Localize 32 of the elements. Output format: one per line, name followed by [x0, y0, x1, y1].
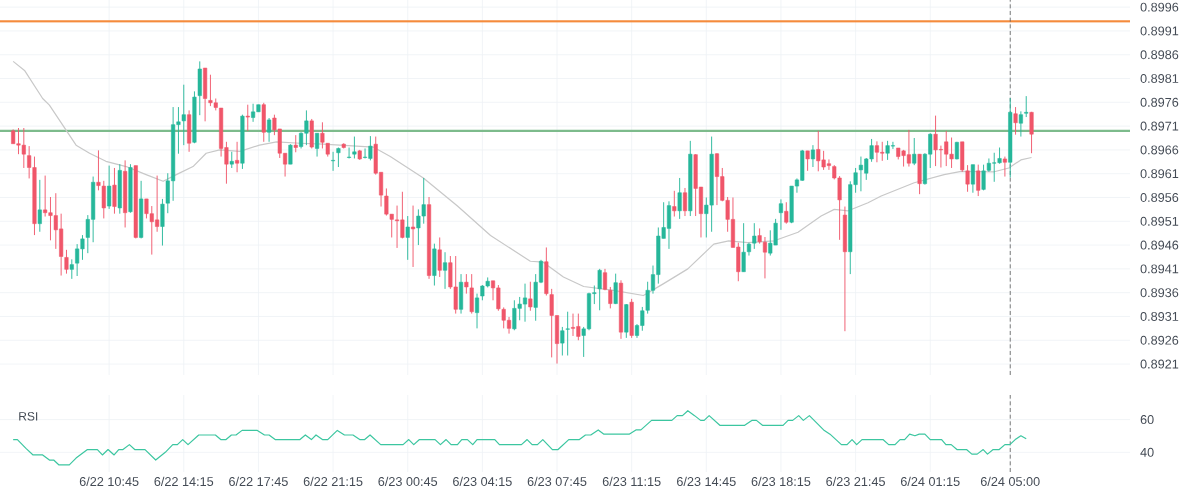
y-tick-label: 0.8926	[1140, 335, 1179, 345]
y-tick-label: 0.8976	[1140, 97, 1179, 107]
x-tick-label: 6/22 21:15	[303, 476, 363, 487]
y-tick-label: 0.8956	[1140, 193, 1179, 202]
y-tick-label: 0.8921	[1140, 359, 1179, 369]
x-tick-label: 6/23 07:45	[527, 476, 587, 487]
y-tick-label: 0.8991	[1140, 26, 1179, 36]
x-tick-label: 6/24 05:00	[980, 476, 1040, 487]
x-tick-label: 6/24 01:15	[900, 476, 960, 487]
y-tick-label: 0.8951	[1140, 216, 1179, 226]
x-tick-label: 6/23 21:45	[826, 476, 885, 487]
x-tick-label: 6/23 00:45	[378, 476, 438, 487]
y-tick-label: 0.8931	[1140, 311, 1179, 321]
y-tick-label: 0.8981	[1140, 74, 1179, 83]
text: RSI	[19, 412, 38, 421]
y-tick-label: 0.8971	[1140, 121, 1179, 131]
y-tick-label: 0.8966	[1140, 145, 1179, 155]
x-tick-label: 6/23 11:15	[602, 476, 661, 487]
x-tick-label: 6/22 17:45	[229, 476, 288, 487]
y-tick-label: 0.8946	[1140, 240, 1179, 250]
y-tick-label: 40	[1140, 447, 1154, 457]
x-tick-label: 6/22 14:15	[154, 476, 214, 487]
x-tick-label: 6/22 10:45	[79, 476, 139, 487]
x-tick-label: 6/23 04:15	[453, 476, 512, 487]
y-tick-label: 0.8986	[1140, 50, 1179, 60]
y-tick-label: 0.8961	[1140, 169, 1179, 179]
y-tick-label: 0.8941	[1140, 264, 1179, 274]
y-tick-label: 0.8996	[1140, 2, 1179, 12]
y-tick-label: 60	[1140, 415, 1154, 425]
y-tick-label: 0.8936	[1140, 288, 1179, 298]
x-tick-label: 6/23 14:45	[677, 476, 736, 487]
x-tick-label: 6/23 18:15	[751, 476, 811, 487]
